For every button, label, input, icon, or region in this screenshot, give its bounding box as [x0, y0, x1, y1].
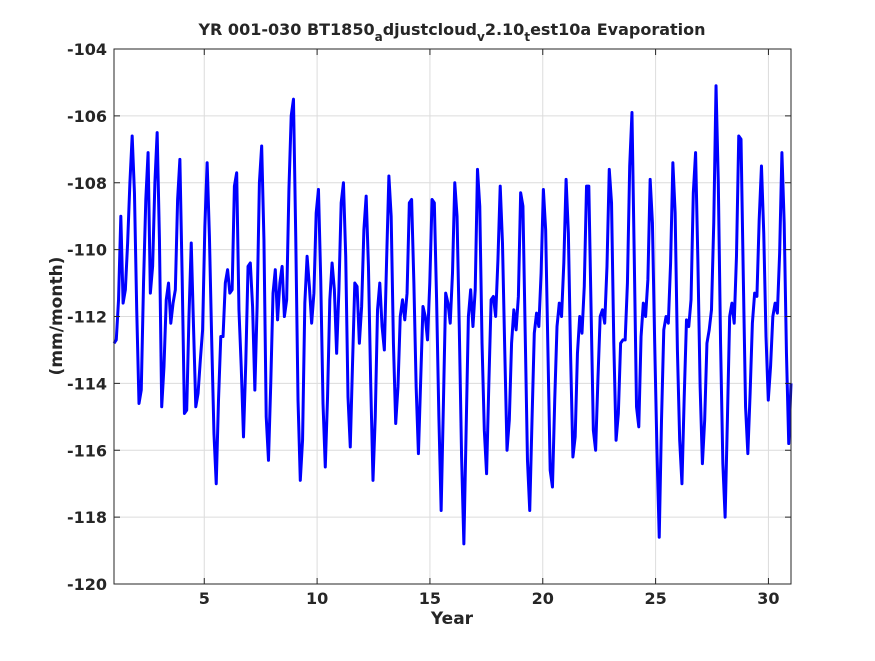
title-subscript: v — [477, 30, 485, 44]
y-tick-label: -112 — [67, 308, 107, 327]
title-subscript: t — [524, 30, 530, 44]
title-part: YR 001-030 BT1850 — [197, 20, 374, 39]
y-tick-label: -104 — [67, 40, 107, 59]
series-layer — [112, 84, 793, 546]
y-tick-label: -106 — [67, 107, 107, 126]
y-tick-label: -110 — [67, 241, 107, 260]
y-tick-label: -114 — [67, 374, 107, 393]
title-part: est10a Evaporation — [530, 20, 705, 39]
x-axis-ticks: 5 10 15 20 25 30 — [199, 49, 780, 608]
y-axis-ticks: -120 -118 -116 -114 -112 -110 -108 -106 -104 — [67, 40, 791, 594]
y-tick-label: -118 — [67, 508, 107, 527]
x-tick-label: 20 — [532, 589, 554, 608]
title-subscript: a — [375, 30, 383, 44]
y-axis-label: (mm/month) — [47, 257, 67, 376]
x-tick-label: 5 — [199, 589, 210, 608]
x-tick-label: 30 — [757, 589, 779, 608]
y-tick-label: -120 — [67, 575, 107, 594]
chart-title: YR 001-030 BT1850adjustcloudv2.10test10a… — [197, 20, 705, 44]
x-tick-label: 25 — [644, 589, 666, 608]
y-tick-label: -116 — [67, 441, 107, 460]
title-part: djustcloud — [383, 20, 477, 39]
x-tick-label: 10 — [306, 589, 328, 608]
title-part: 2.10 — [485, 20, 524, 39]
x-tick-label: 15 — [419, 589, 441, 608]
y-tick-label: -108 — [67, 174, 107, 193]
x-axis-label: Year — [430, 609, 474, 629]
series-line — [112, 84, 793, 546]
